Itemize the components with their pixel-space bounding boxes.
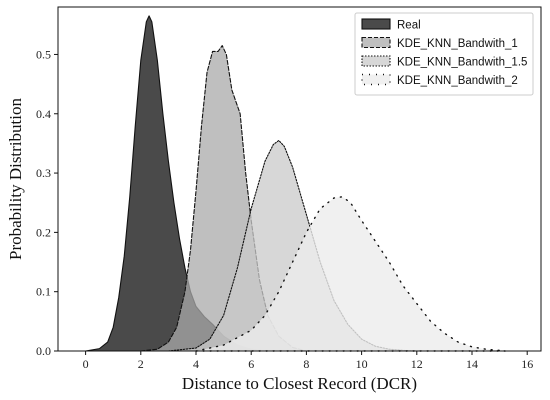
legend-swatch <box>361 36 391 49</box>
plot-frame <box>57 6 542 352</box>
legend-label: KDE_KNN_Bandwith_1.5 <box>397 57 527 69</box>
legend-swatch <box>361 73 391 86</box>
x-tick-label: 2 <box>138 357 144 371</box>
legend-label: KDE_KNN_Bandwith_1 <box>397 38 518 50</box>
y-axis: 0.0 0.1 0.2 0.3 0.4 0.5 <box>36 47 58 358</box>
legend-box <box>354 12 534 96</box>
y-tick-label: 0.1 <box>36 285 51 299</box>
legend-swatch <box>361 18 391 30</box>
x-tick-label: 4 <box>193 357 199 371</box>
x-tick-label: 0 <box>83 357 89 371</box>
x-tick-label: 12 <box>411 357 423 371</box>
y-axis-title: Probability Distribution <box>6 98 25 260</box>
legend: Real KDE_KNN_Bandwith_1 KDE_KNN_Bandwith_1… <box>354 12 534 96</box>
x-axis-title: Distance to Closest Record (DCR) <box>182 374 417 393</box>
x-tick-label: 10 <box>356 357 368 371</box>
y-tick-label: 0.2 <box>36 225 51 239</box>
x-tick-label: 8 <box>303 357 309 371</box>
y-tick-label: 0.0 <box>36 344 51 358</box>
legend-label: KDE_KNN_Bandwith_2 <box>397 75 518 87</box>
legend-swatch <box>361 55 391 67</box>
y-tick-label: 0.4 <box>36 107 51 121</box>
x-tick-label: 14 <box>466 357 478 371</box>
x-tick-label: 6 <box>248 357 254 371</box>
series-area-4 <box>195 196 506 352</box>
x-axis: 0 2 4 6 8 10 12 14 16 <box>83 351 533 371</box>
plot-areas <box>85 15 506 352</box>
y-tick-label: 0.3 <box>36 166 51 180</box>
x-tick-label: 16 <box>521 357 533 371</box>
legend-label: Real <box>397 20 421 32</box>
y-tick-label: 0.5 <box>36 47 51 61</box>
